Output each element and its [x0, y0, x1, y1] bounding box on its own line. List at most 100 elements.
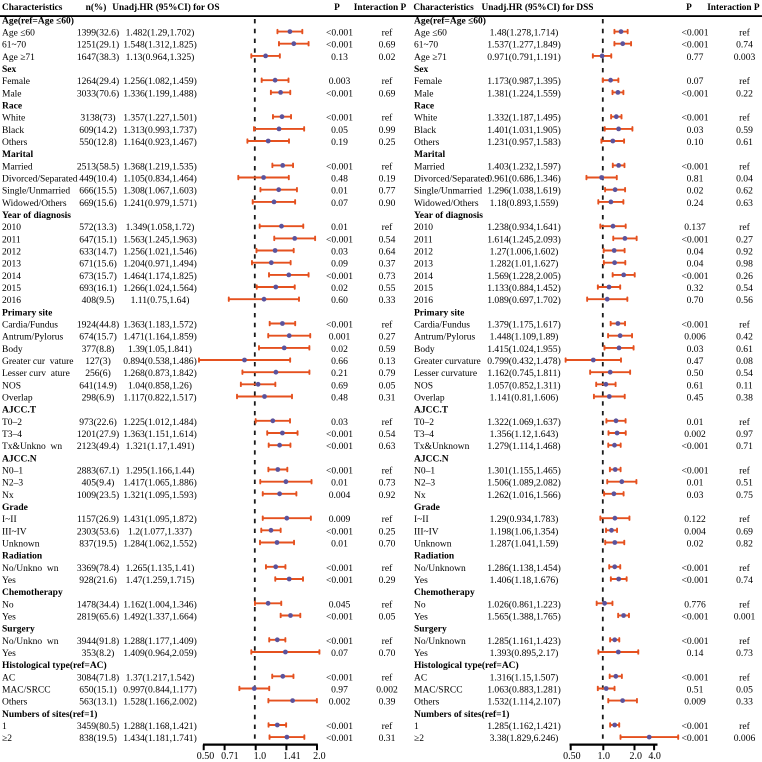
- svg-text:1.406(1.18,1.676): 1.406(1.18,1.676): [490, 575, 559, 586]
- svg-text:Others: Others: [414, 698, 440, 708]
- svg-text:0.799(0.432,1.478): 0.799(0.432,1.478): [487, 356, 561, 367]
- svg-text:NOS: NOS: [414, 381, 433, 391]
- svg-text:Histological type(ref=AC): Histological type(ref=AC): [2, 660, 107, 671]
- svg-text:ref: ref: [739, 636, 750, 647]
- svg-text:1.241(0.979,1.571): 1.241(0.979,1.571): [123, 198, 197, 209]
- svg-text:0.11: 0.11: [736, 380, 753, 391]
- svg-text:0.31: 0.31: [379, 733, 396, 744]
- svg-text:0.002: 0.002: [376, 685, 398, 696]
- svg-text:AJCC.T: AJCC.T: [2, 406, 37, 416]
- svg-text:AJCC.N: AJCC.N: [2, 454, 37, 464]
- svg-text:0.10: 0.10: [687, 137, 704, 148]
- svg-text:Married: Married: [2, 162, 33, 172]
- svg-text:n(%): n(%): [86, 2, 107, 13]
- svg-text:1.379(1.175,1.617): 1.379(1.175,1.617): [487, 320, 561, 331]
- svg-text:1.403(1.232,1.597): 1.403(1.232,1.597): [487, 161, 561, 172]
- svg-text:0.39: 0.39: [379, 697, 396, 708]
- svg-text:1.279(1.114,1.468): 1.279(1.114,1.468): [487, 441, 560, 452]
- svg-text:0.73: 0.73: [379, 478, 396, 489]
- svg-text:0.05: 0.05: [379, 380, 396, 391]
- svg-text:<0.001: <0.001: [326, 612, 353, 623]
- svg-text:0.48: 0.48: [331, 393, 348, 404]
- svg-text:Numbers of sites(ref=1): Numbers of sites(ref=1): [2, 709, 97, 720]
- svg-text:0.02: 0.02: [379, 52, 396, 63]
- svg-text:563(13.1): 563(13.1): [79, 697, 117, 708]
- svg-text:1.381(1.224,1.559): 1.381(1.224,1.559): [487, 88, 561, 99]
- svg-text:0.21: 0.21: [331, 368, 348, 379]
- svg-text:0.92: 0.92: [736, 247, 753, 258]
- svg-text:2014: 2014: [414, 272, 433, 282]
- svg-text:<0.001: <0.001: [682, 636, 709, 647]
- svg-text:III~IV: III~IV: [414, 527, 439, 537]
- svg-text:Numbers of sites(ref=1): Numbers of sites(ref=1): [414, 709, 509, 720]
- svg-text:Year of diagnosis: Year of diagnosis: [2, 211, 71, 221]
- svg-text:Marital: Marital: [2, 150, 33, 160]
- svg-text:0.74: 0.74: [736, 575, 753, 586]
- svg-text:Divorced/Separated: Divorced/Separated: [2, 175, 78, 185]
- svg-text:0.92: 0.92: [379, 490, 396, 501]
- svg-text:0.03: 0.03: [331, 247, 348, 258]
- svg-text:0.38: 0.38: [736, 393, 753, 404]
- svg-text:≥2: ≥2: [414, 734, 424, 744]
- svg-text:0.54: 0.54: [736, 368, 753, 379]
- svg-text:0.69: 0.69: [331, 380, 348, 391]
- svg-text:ref: ref: [382, 222, 393, 233]
- svg-text:ref: ref: [382, 161, 393, 172]
- svg-text:1.117(0.822,1.517): 1.117(0.822,1.517): [123, 393, 196, 404]
- svg-text:674(15.7): 674(15.7): [79, 332, 117, 343]
- svg-text:0.54: 0.54: [379, 234, 396, 245]
- svg-text:ref: ref: [382, 636, 393, 647]
- svg-text:0.27: 0.27: [736, 234, 753, 245]
- svg-text:2015: 2015: [2, 284, 21, 294]
- svg-text:1.238(0.934,1.641): 1.238(0.934,1.641): [487, 222, 561, 233]
- svg-text:1.332(1.187,1.495): 1.332(1.187,1.495): [487, 113, 561, 124]
- svg-text:1.321(1.17,1.491): 1.321(1.17,1.491): [126, 441, 195, 452]
- svg-text:1251(29.1): 1251(29.1): [77, 40, 119, 51]
- svg-text:0.05: 0.05: [379, 612, 396, 623]
- svg-text:No: No: [2, 600, 14, 610]
- svg-text:1.162(0.745,1.811): 1.162(0.745,1.811): [487, 368, 560, 379]
- svg-text:Marital: Marital: [414, 150, 445, 160]
- svg-text:0.13: 0.13: [379, 356, 396, 367]
- svg-text:Radiation: Radiation: [414, 552, 455, 562]
- svg-text:<0.001: <0.001: [682, 40, 709, 51]
- svg-text:0.32: 0.32: [687, 283, 704, 294]
- svg-text:377(8.8): 377(8.8): [82, 344, 115, 355]
- svg-text:Grade: Grade: [2, 503, 28, 513]
- svg-text:<0.001: <0.001: [326, 563, 353, 574]
- svg-text:0.59: 0.59: [736, 125, 753, 136]
- svg-text:0.894(0.538,1.486): 0.894(0.538,1.486): [123, 356, 197, 367]
- svg-text:0.66: 0.66: [331, 356, 348, 367]
- svg-text:1.27(1.006,1.602): 1.27(1.006,1.602): [490, 247, 559, 258]
- svg-text:1201(27.9): 1201(27.9): [77, 429, 119, 440]
- svg-text:572(13.3): 572(13.3): [79, 222, 117, 233]
- svg-text:0.03: 0.03: [331, 417, 348, 428]
- svg-text:1.18(0.893,1.559): 1.18(0.893,1.559): [490, 198, 559, 209]
- svg-text:Divorced/Separated: Divorced/Separated: [414, 175, 490, 185]
- svg-text:1.471(1.164,1.859): 1.471(1.164,1.859): [123, 332, 197, 343]
- svg-text:MAC/SRCC: MAC/SRCC: [414, 686, 463, 696]
- svg-text:1.301(1.155,1.465): 1.301(1.155,1.465): [487, 466, 561, 477]
- svg-text:0.64: 0.64: [379, 247, 396, 258]
- svg-text:0.07: 0.07: [331, 648, 348, 659]
- svg-text:1.29(0.934,1.783): 1.29(0.934,1.783): [490, 514, 559, 525]
- svg-text:0.74: 0.74: [736, 40, 753, 51]
- svg-text:No/Unknown: No/Unknown: [414, 564, 466, 574]
- svg-text:0.961(0.686,1.346): 0.961(0.686,1.346): [487, 174, 561, 185]
- svg-text:0.42: 0.42: [736, 332, 753, 343]
- svg-text:Single/Unmarried: Single/Unmarried: [414, 187, 482, 197]
- svg-text:0.003: 0.003: [734, 52, 756, 63]
- svg-text:0.31: 0.31: [379, 393, 396, 404]
- svg-text:2010: 2010: [414, 223, 433, 233]
- svg-text:0.02: 0.02: [687, 539, 704, 550]
- svg-text:Others: Others: [2, 138, 28, 148]
- svg-text:3369(78.4): 3369(78.4): [77, 563, 119, 574]
- svg-text:<0.001: <0.001: [682, 575, 709, 586]
- svg-text:1.225(1.012,1.484): 1.225(1.012,1.484): [123, 417, 197, 428]
- svg-text:<0.001: <0.001: [326, 721, 353, 732]
- svg-text:449(10.4): 449(10.4): [79, 174, 117, 185]
- svg-text:0.47: 0.47: [687, 356, 704, 367]
- svg-text:1924(44.8): 1924(44.8): [77, 320, 119, 331]
- svg-text:Yes: Yes: [414, 576, 428, 586]
- svg-text:White: White: [414, 114, 437, 124]
